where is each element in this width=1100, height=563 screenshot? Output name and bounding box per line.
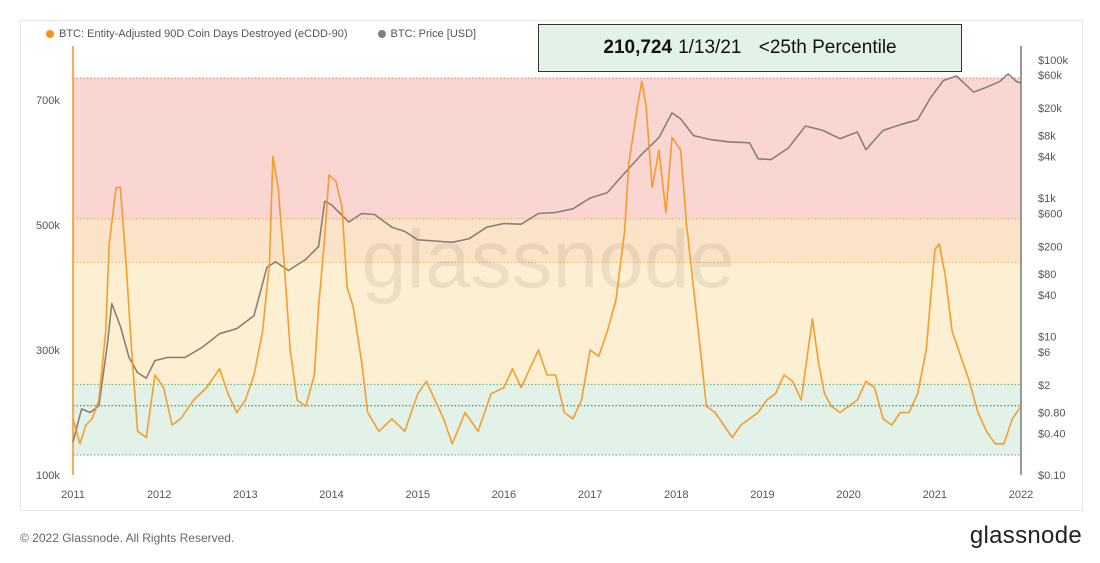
left-tick-label: 300k xyxy=(36,345,60,357)
right-tick-label: $0.80 xyxy=(1038,407,1066,419)
left-y-axis: 100k 300k 500k 700k xyxy=(36,95,60,482)
right-tick-label: $60k xyxy=(1038,70,1062,82)
x-tick-label: 2018 xyxy=(664,489,688,501)
footer-copyright: © 2022 Glassnode. All Rights Reserved. xyxy=(20,531,235,545)
x-tick-label: 2017 xyxy=(578,489,602,501)
legend-price-marker xyxy=(377,30,386,38)
right-y-axis: $0.10 $0.40 $0.80 $2 $6 $10 $40 $80 $200 $600 $1k $… xyxy=(1038,55,1068,482)
right-tick-label: $1k xyxy=(1038,193,1056,205)
percentile-band-2 xyxy=(73,262,1021,385)
right-tick-label: $100k xyxy=(1038,55,1068,67)
right-tick-label: $10 xyxy=(1038,332,1056,344)
percentile-band-0 xyxy=(73,78,1021,219)
legend-price-label: BTC: Price [USD] xyxy=(390,28,477,40)
right-tick-label: $200 xyxy=(1038,241,1062,253)
callout-spacer xyxy=(747,37,752,59)
callout-label: <25th Percentile xyxy=(758,37,897,58)
x-tick-label: 2013 xyxy=(233,489,257,501)
percentile-band-3 xyxy=(73,384,1021,455)
x-axis: 2011 2012 2013 2014 2015 2016 2017 2018 2019 2020… xyxy=(61,489,1033,501)
glassnode-logo[interactable]: glassnode xyxy=(969,522,1082,549)
right-tick-label: $40 xyxy=(1038,290,1056,302)
x-tick-label: 2022 xyxy=(1009,489,1033,501)
legend-ecdd-marker xyxy=(46,30,54,38)
x-tick-label: 2014 xyxy=(319,489,343,501)
right-tick-label: $0.10 xyxy=(1038,470,1066,482)
x-tick-label: 2016 xyxy=(492,489,516,501)
x-tick-label: 2021 xyxy=(923,489,947,501)
right-tick-label: $20k xyxy=(1038,103,1062,115)
percentile-band-1 xyxy=(73,218,1021,263)
price-line xyxy=(72,73,1022,443)
watermark: glassnode xyxy=(361,214,735,305)
callout-value: 210,724 xyxy=(603,37,673,58)
x-tick-label: 2019 xyxy=(750,489,774,501)
legend-item-ecdd[interactable]: BTC: Entity-Adjusted 90D Coin Days Destr… xyxy=(46,28,348,40)
x-tick-label: 2015 xyxy=(405,489,429,501)
callout-date: 1/13/21 xyxy=(678,37,742,58)
x-tick-label: 2011 xyxy=(61,489,85,501)
ecdd-line xyxy=(72,80,1022,445)
legend: BTC: Entity-Adjusted 90D Coin Days Destr… xyxy=(46,28,476,40)
left-tick-label: 700k xyxy=(36,95,60,107)
price-series xyxy=(72,73,1022,443)
percentile-bands xyxy=(73,78,1021,455)
x-tick-label: 2012 xyxy=(147,489,171,501)
right-tick-label: $2 xyxy=(1038,380,1050,392)
right-tick-label: $6 xyxy=(1038,347,1050,359)
ecdd-series xyxy=(72,80,1022,445)
right-tick-label: $8k xyxy=(1038,131,1056,143)
right-tick-label: $80 xyxy=(1038,269,1056,281)
left-tick-label: 100k xyxy=(36,470,60,482)
percentile-threshold-lines xyxy=(72,46,1022,475)
legend-item-price[interactable]: BTC: Price [USD] xyxy=(377,28,477,40)
right-tick-label: $4k xyxy=(1038,151,1056,163)
left-tick-label: 500k xyxy=(36,220,60,232)
right-tick-label: $0.40 xyxy=(1038,428,1066,440)
x-tick-label: 2020 xyxy=(836,489,860,501)
right-tick-label: $600 xyxy=(1038,208,1062,220)
percentile-callout: 210,724 1/13/21 <25th Percentile xyxy=(538,24,962,72)
legend-ecdd-label: BTC: Entity-Adjusted 90D Coin Days Destr… xyxy=(59,28,348,40)
